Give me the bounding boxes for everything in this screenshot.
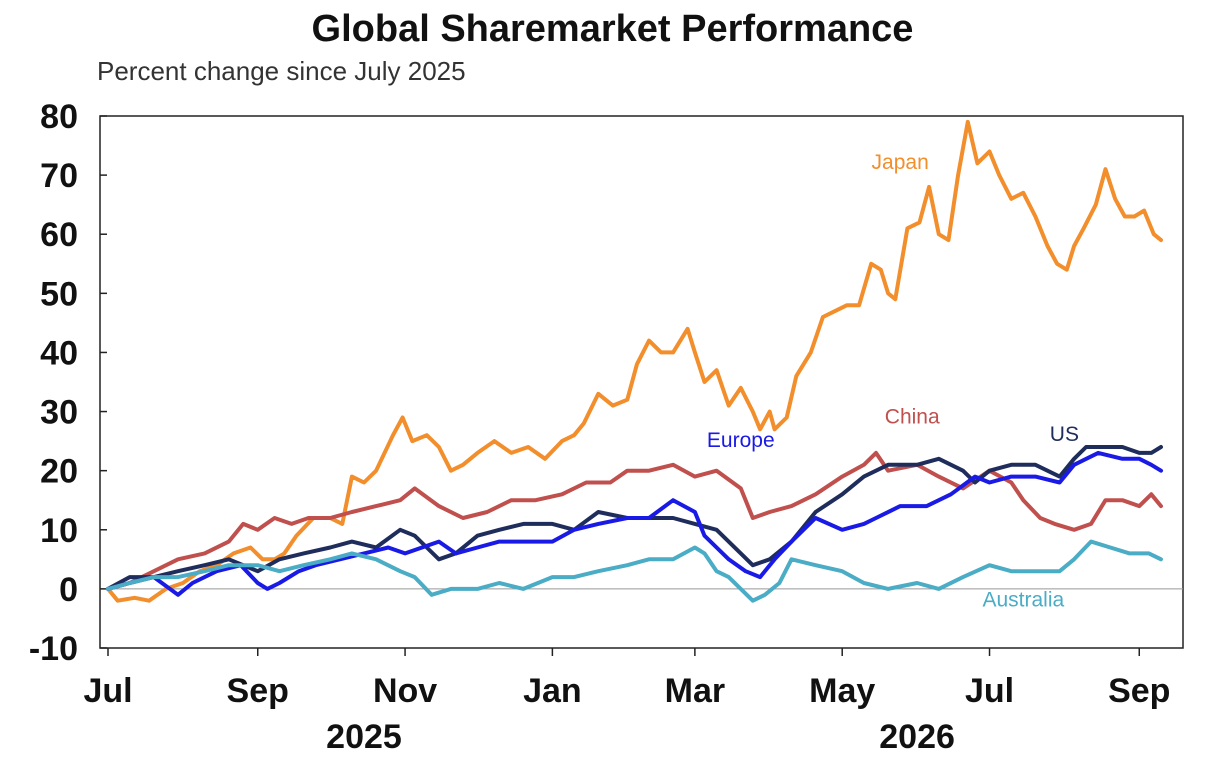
series-line-europe <box>106 450 1163 597</box>
y-tick-label: 60 <box>40 216 78 254</box>
series-line-australia <box>106 539 1163 603</box>
series-lines <box>106 119 1163 603</box>
x-tick-label: May <box>809 672 875 710</box>
y-tick-label: 20 <box>40 453 78 491</box>
y-tick-label: 50 <box>40 275 78 313</box>
x-tick-label: Jan <box>523 672 582 710</box>
series-labels: Japan China US Europe Australia <box>707 151 1079 611</box>
x-tick-label: Mar <box>665 672 725 710</box>
axes <box>99 115 1184 656</box>
y-tick-label: 0 <box>59 571 78 609</box>
year-labels: 2025 2026 <box>326 718 955 756</box>
plot-frame <box>99 115 1184 649</box>
series-label-australia: Australia <box>982 589 1064 612</box>
x-tick-label: Sep <box>1108 672 1170 710</box>
x-year-label: 2026 <box>879 718 955 756</box>
series-label-europe: Europe <box>707 429 775 452</box>
y-tick-label: 10 <box>40 512 78 550</box>
x-tick-label: Jul <box>83 672 132 710</box>
y-tick-label: 30 <box>40 394 78 432</box>
chart-title: Global Sharemarket Performance <box>311 8 914 50</box>
y-axis-labels: 80 70 60 50 40 30 20 10 0 -10 <box>29 98 78 668</box>
x-tick-label: Nov <box>373 672 437 710</box>
series-line-china <box>106 450 1163 591</box>
series-label-us: US <box>1050 423 1079 446</box>
y-tick-label: -10 <box>29 630 78 668</box>
x-tick-label: Jul <box>965 672 1014 710</box>
y-tick-label: 40 <box>40 334 78 372</box>
series-line-us <box>106 445 1163 591</box>
x-axis-labels: Jul Sep Nov Jan Mar May Jul Sep <box>83 672 1170 710</box>
series-line-japan <box>106 119 1163 603</box>
y-tick-label: 70 <box>40 157 78 195</box>
x-tick-label: Sep <box>227 672 289 710</box>
y-tick-label: 80 <box>40 98 78 136</box>
series-label-china: China <box>885 405 940 428</box>
series-label-japan: Japan <box>872 151 929 174</box>
x-year-label: 2025 <box>326 718 402 756</box>
chart-subtitle: Percent change since July 2025 <box>97 56 466 86</box>
